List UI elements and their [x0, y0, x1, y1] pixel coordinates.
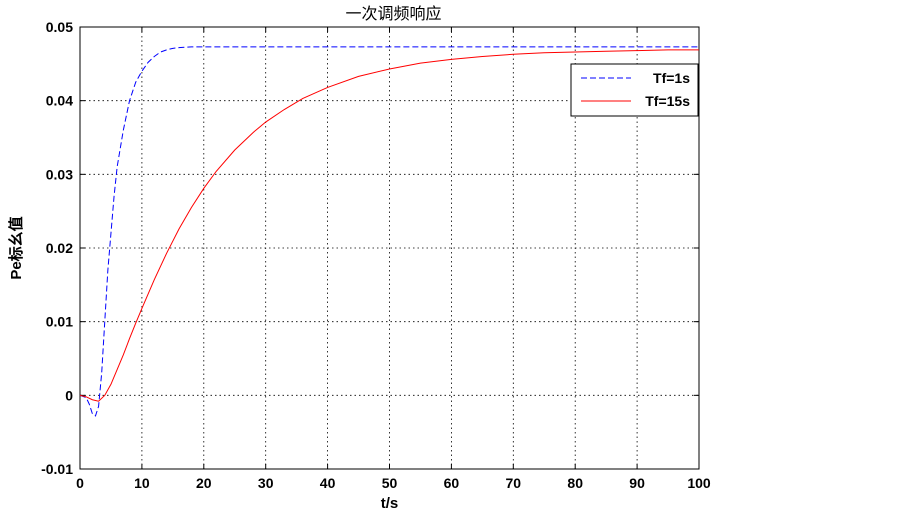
y-tick-label: 0.02 [46, 240, 73, 256]
x-tick-label: 90 [629, 475, 645, 491]
x-tick-label: 100 [687, 475, 711, 491]
legend: Tf=1s Tf=15s [570, 63, 699, 117]
x-tick-label: 50 [382, 475, 398, 491]
x-tick-label: 0 [76, 475, 84, 491]
grid [80, 27, 699, 469]
legend-box [570, 63, 699, 117]
x-axis-title: t/s [381, 495, 399, 511]
series-lines [79, 46, 699, 417]
x-tick-label: 10 [134, 475, 150, 491]
chart-title: 一次调频响应 [345, 4, 441, 23]
series-line-tf15 [79, 49, 699, 402]
legend-label-tf15: Tf=15s [645, 93, 690, 109]
x-tick-label: 60 [444, 475, 460, 491]
ticks: 0 10 20 30 40 50 60 70 80 90 100-0.0100.010.020.03… [41, 19, 711, 491]
x-tick-label: 80 [567, 475, 583, 491]
y-tick-label: -0.01 [41, 461, 73, 477]
x-tick-label: 70 [506, 475, 522, 491]
x-tick-label: 20 [196, 475, 212, 491]
y-tick-label: 0.03 [46, 166, 73, 182]
y-tick-label: 0.01 [46, 314, 73, 330]
y-tick-label: 0.05 [46, 19, 73, 35]
y-tick-label: 0.04 [46, 93, 73, 109]
legend-label-tf1: Tf=1s [653, 70, 690, 86]
y-tick-label: 0 [65, 387, 73, 403]
y-axis-title: Pe标幺值 [7, 216, 25, 279]
x-tick-label: 40 [320, 475, 336, 491]
x-tick-label: 30 [258, 475, 274, 491]
series-line-tf1 [79, 46, 699, 417]
